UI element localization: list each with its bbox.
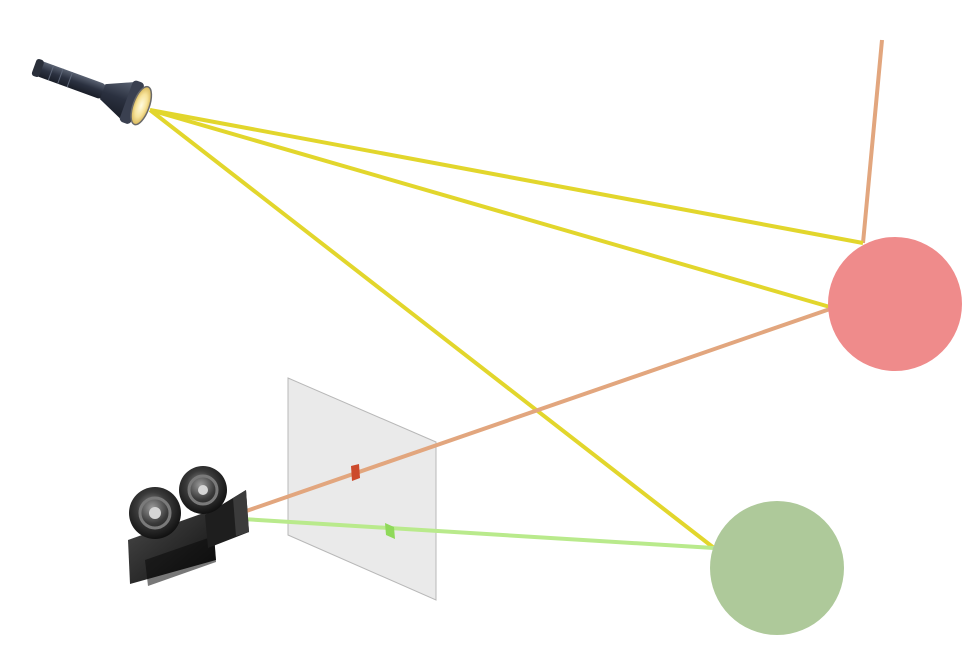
red-sphere (828, 237, 962, 371)
reflected-ray-up (861, 39, 884, 244)
green-sphere (710, 501, 844, 635)
green-pixel (385, 523, 395, 539)
camera-ray-to-green (225, 516, 715, 550)
red-pixel (351, 464, 360, 481)
flashlight-icon (31, 59, 153, 126)
camera-ray-to-red (225, 307, 831, 520)
light-ray-to-green (148, 108, 716, 550)
light-ray-to-red-top (149, 108, 864, 245)
image-plane (287, 377, 437, 601)
light-ray-to-red-center (149, 108, 831, 309)
movie-camera-icon (128, 466, 249, 586)
